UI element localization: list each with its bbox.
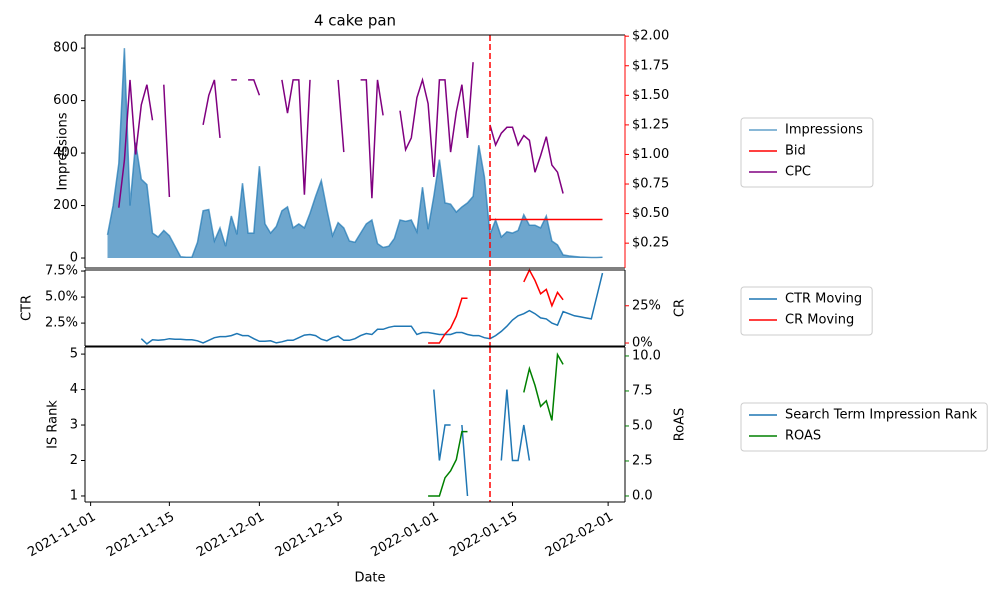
y-tick-label: 400 — [53, 146, 78, 161]
legend-label: Search Term Impression Rank — [785, 408, 978, 423]
x-tick-label: 2021-11-01 — [25, 510, 98, 561]
series-line — [428, 268, 564, 344]
x-tick-label: 2021-12-15 — [273, 510, 346, 561]
series-line — [433, 389, 531, 497]
y2-tick-label: 10.0 — [632, 348, 661, 363]
y-tick-label: 800 — [53, 41, 78, 56]
y-tick-label: 600 — [53, 93, 78, 108]
legend-box — [740, 117, 874, 188]
x-tick-label: 2022-01-01 — [369, 510, 442, 561]
y-tick-label: 3 — [70, 418, 78, 433]
x-tick-label: 2021-12-01 — [194, 510, 267, 561]
y2-tick-label: $1.50 — [632, 88, 669, 103]
y2-tick-label: 0% — [632, 336, 653, 351]
y2-tick-label: 2.5 — [632, 453, 653, 468]
y-tick-label: 5 — [70, 347, 78, 362]
legend: Impressions Bid CPC — [740, 117, 874, 188]
y2-tick-label: $0.75 — [632, 177, 669, 192]
legend: Search Term Impression Rank ROAS — [740, 402, 988, 452]
y2-tick-label: $0.50 — [632, 206, 669, 221]
y-axis-label: Impressions — [56, 112, 71, 190]
y2-tick-label: $1.25 — [632, 117, 669, 132]
x-tick-label: 2021-11-15 — [104, 510, 177, 561]
series-line — [140, 272, 604, 345]
area-fill — [107, 48, 603, 259]
series-line — [428, 352, 564, 497]
y2-tick-label: 7.5 — [632, 383, 653, 398]
legend-label: Impressions — [785, 123, 863, 138]
legend-label: Bid — [785, 144, 806, 159]
y-tick-label: 0 — [70, 251, 78, 266]
legend-label: CR Moving — [785, 313, 854, 328]
chart-title: 4 cake pan — [314, 12, 396, 30]
legend: CTR Moving CR Moving — [740, 286, 873, 336]
legend-label: ROAS — [785, 429, 821, 444]
legend-label: CPC — [785, 165, 811, 180]
y-tick-label: 2.5% — [45, 316, 78, 331]
y2-axis-label: CR — [673, 299, 688, 317]
y2-tick-label: $1.00 — [632, 147, 669, 162]
y2-tick-label: 25% — [632, 298, 661, 313]
y-axis-label: IS Rank — [46, 400, 61, 449]
legend-label: CTR Moving — [785, 292, 862, 307]
y-tick-label: 2 — [70, 453, 78, 468]
y-tick-label: 1 — [70, 488, 78, 503]
y2-tick-label: 5.0 — [632, 418, 653, 433]
y-tick-label: 5.0% — [45, 290, 78, 305]
y-tick-label: 4 — [70, 382, 78, 397]
y2-tick-label: 0.0 — [632, 488, 653, 503]
area-edge — [106, 48, 603, 259]
x-tick-label: 2022-01-15 — [447, 510, 520, 561]
y2-tick-label: $1.75 — [632, 58, 669, 73]
y-tick-label: 7.5% — [45, 264, 78, 279]
y2-tick-label: $2.00 — [632, 29, 669, 44]
x-tick-label: 2022-02-01 — [543, 510, 616, 561]
y2-axis-label: RoAS — [673, 408, 688, 442]
y2-tick-label: $0.25 — [632, 236, 669, 251]
legend-box — [740, 402, 988, 452]
series-line — [118, 62, 564, 208]
x-axis-label: Date — [354, 571, 385, 586]
y-axis-label: CTR — [20, 295, 35, 321]
y-tick-label: 200 — [53, 198, 78, 213]
